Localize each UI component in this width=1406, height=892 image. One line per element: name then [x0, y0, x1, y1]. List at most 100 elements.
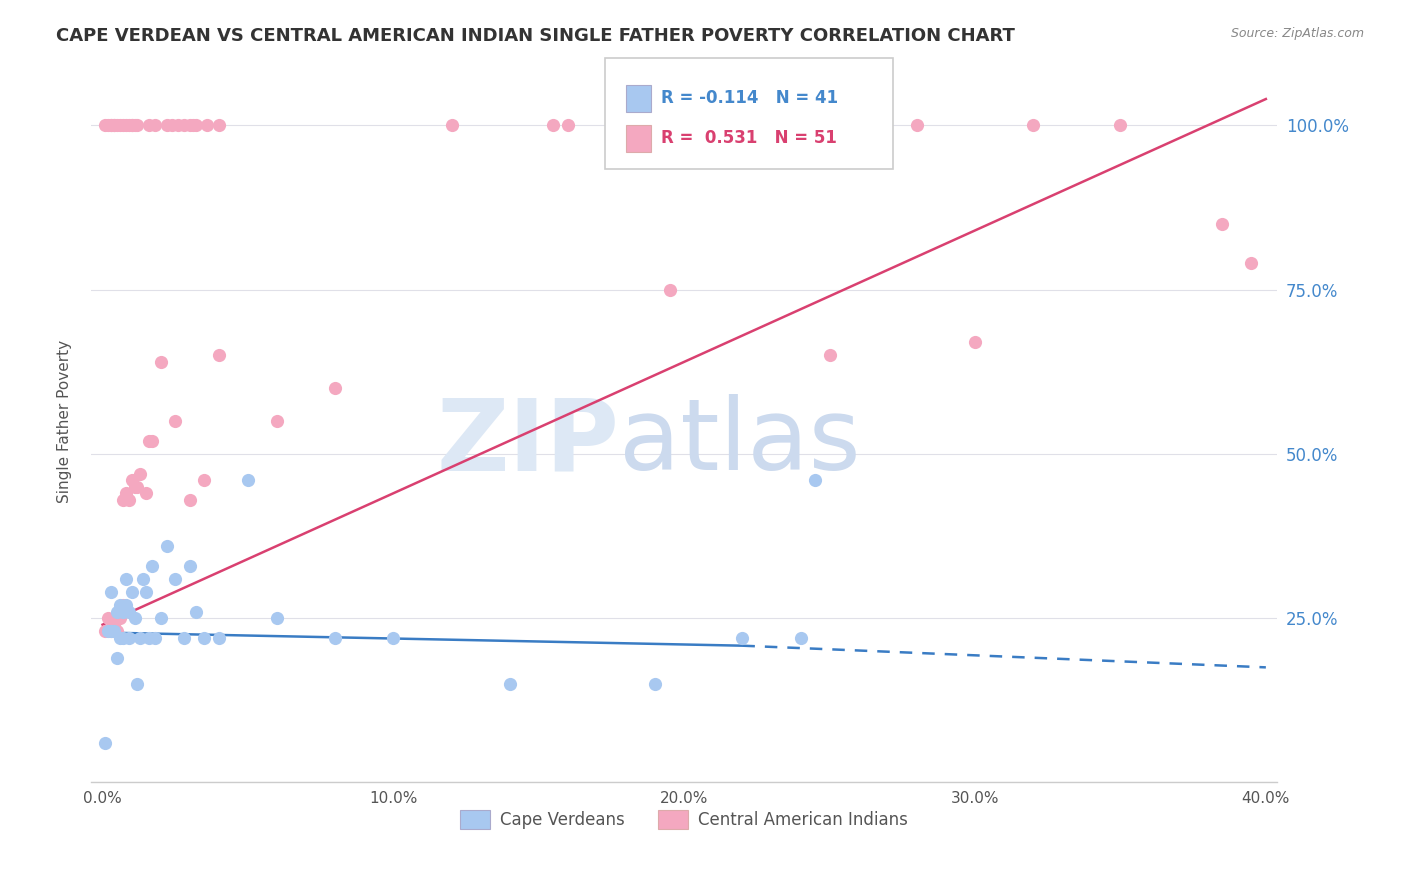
Point	[94, 736, 117, 750]
Point	[184, 605, 207, 619]
Point	[138, 434, 160, 448]
Text: ZIP: ZIP	[436, 394, 619, 491]
Text: R = -0.114   N = 41: R = -0.114 N = 41	[661, 89, 838, 107]
Point	[129, 631, 152, 645]
Point	[162, 118, 184, 132]
Point	[499, 677, 522, 691]
Point	[111, 598, 134, 612]
Point	[236, 473, 259, 487]
Point	[108, 598, 131, 612]
Point	[105, 650, 128, 665]
Point	[644, 677, 666, 691]
Point	[114, 598, 136, 612]
Point	[193, 631, 215, 645]
Point	[208, 118, 231, 132]
Point	[105, 605, 128, 619]
Point	[100, 624, 122, 639]
Point	[266, 414, 288, 428]
Legend: Cape Verdeans, Central American Indians: Cape Verdeans, Central American Indians	[454, 803, 915, 836]
Point	[118, 631, 141, 645]
Point	[165, 572, 187, 586]
Point	[129, 467, 152, 481]
Point	[731, 631, 754, 645]
Point	[165, 414, 187, 428]
Point	[731, 118, 754, 132]
Point	[100, 584, 122, 599]
Point	[100, 624, 122, 639]
Point	[557, 118, 579, 132]
Point	[105, 624, 128, 639]
Point	[127, 677, 149, 691]
Point	[103, 617, 125, 632]
Point	[382, 631, 405, 645]
Point	[143, 118, 166, 132]
Point	[208, 631, 231, 645]
Point	[818, 348, 841, 362]
Point	[111, 605, 134, 619]
Point	[658, 283, 681, 297]
Point	[1211, 217, 1233, 231]
Point	[155, 539, 177, 553]
Point	[266, 611, 288, 625]
Point	[135, 486, 157, 500]
Point	[135, 584, 157, 599]
Text: R =  0.531   N = 51: R = 0.531 N = 51	[661, 129, 837, 147]
Point	[804, 473, 827, 487]
Point	[111, 631, 134, 645]
Point	[789, 631, 811, 645]
Point	[155, 118, 177, 132]
Point	[114, 486, 136, 500]
Point	[543, 118, 565, 132]
Point	[323, 381, 346, 395]
Text: atlas: atlas	[619, 394, 860, 491]
Point	[905, 118, 928, 132]
Point	[94, 624, 117, 639]
Point	[121, 118, 143, 132]
Point	[97, 611, 120, 625]
Text: CAPE VERDEAN VS CENTRAL AMERICAN INDIAN SINGLE FATHER POVERTY CORRELATION CHART: CAPE VERDEAN VS CENTRAL AMERICAN INDIAN …	[56, 27, 1015, 45]
Text: Source: ZipAtlas.com: Source: ZipAtlas.com	[1230, 27, 1364, 40]
Point	[179, 492, 201, 507]
Point	[179, 118, 201, 132]
Point	[440, 118, 463, 132]
Point	[124, 611, 146, 625]
Point	[103, 118, 125, 132]
Point	[108, 611, 131, 625]
Point	[193, 473, 215, 487]
Point	[963, 335, 986, 350]
Point	[105, 611, 128, 625]
Point	[127, 480, 149, 494]
Point	[208, 348, 231, 362]
Point	[114, 572, 136, 586]
Point	[141, 558, 163, 573]
Point	[121, 473, 143, 487]
Point	[100, 118, 122, 132]
Point	[105, 118, 128, 132]
Point	[103, 624, 125, 639]
Point	[94, 118, 117, 132]
Point	[1109, 118, 1132, 132]
Point	[103, 118, 125, 132]
Point	[100, 118, 122, 132]
Point	[111, 492, 134, 507]
Point	[323, 631, 346, 645]
Point	[143, 631, 166, 645]
Point	[108, 118, 131, 132]
Point	[181, 118, 204, 132]
Point	[184, 118, 207, 132]
Point	[124, 118, 146, 132]
Point	[97, 624, 120, 639]
Point	[132, 572, 155, 586]
Point	[118, 605, 141, 619]
Point	[149, 611, 172, 625]
Point	[173, 631, 195, 645]
Point	[138, 118, 160, 132]
Point	[167, 118, 190, 132]
Point	[114, 118, 136, 132]
Point	[141, 434, 163, 448]
Point	[179, 558, 201, 573]
Point	[97, 118, 120, 132]
Point	[121, 118, 143, 132]
Point	[118, 118, 141, 132]
Point	[195, 118, 218, 132]
